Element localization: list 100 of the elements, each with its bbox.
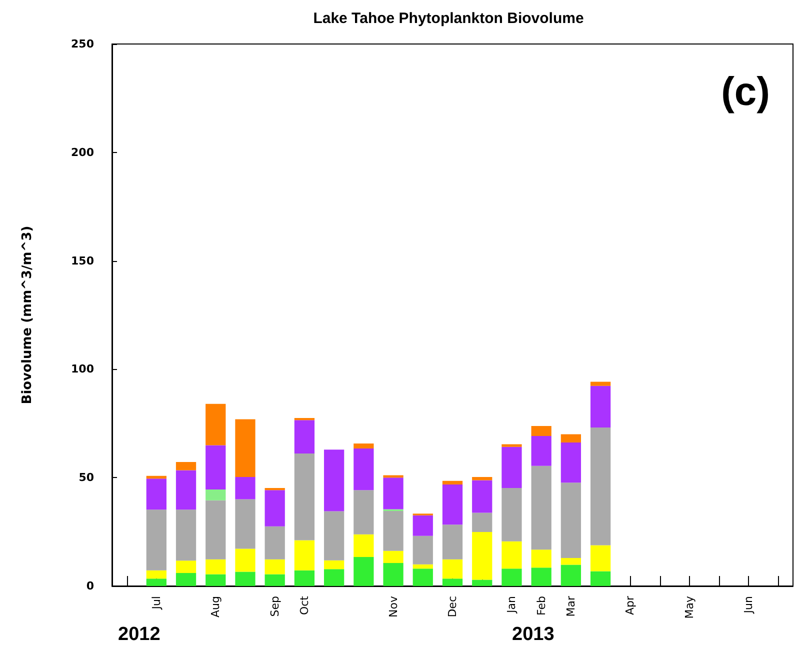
- y-tick-label: 200: [71, 146, 94, 159]
- x-tick-label: Aug: [209, 596, 222, 618]
- bar: [264, 526, 285, 560]
- bar: [442, 578, 463, 586]
- x-tick-label: Oct: [298, 595, 311, 616]
- bar: [531, 436, 552, 466]
- bar: [176, 470, 196, 510]
- x-tick-label: Jul: [150, 596, 163, 610]
- bar: [590, 571, 611, 586]
- bar: [590, 386, 611, 428]
- chart-title: Lake Tahoe Phytoplankton Biovolume: [313, 10, 584, 27]
- y-tick-label: 0: [86, 580, 94, 592]
- bar: [235, 476, 256, 500]
- bar: [560, 442, 581, 483]
- bar: [442, 524, 463, 560]
- bar: [294, 454, 315, 540]
- bar: [354, 556, 374, 586]
- bar: [531, 550, 552, 568]
- bar: [176, 572, 196, 586]
- bar: [235, 572, 256, 586]
- bar: [412, 564, 433, 569]
- bar: [412, 568, 433, 586]
- bar: [412, 515, 433, 536]
- bar: [206, 404, 226, 446]
- bar: [590, 428, 611, 546]
- y-tick-label: 250: [71, 38, 94, 50]
- bar: [176, 510, 196, 561]
- x-tick-label: Mar: [564, 596, 578, 617]
- bar: [383, 510, 404, 551]
- bar: [146, 510, 166, 570]
- bar: [235, 419, 256, 477]
- bar: [146, 570, 166, 579]
- bar: [176, 462, 196, 470]
- bar: [264, 490, 285, 526]
- text: 2012: [118, 624, 160, 645]
- bar: [472, 480, 492, 513]
- bar: [324, 511, 344, 560]
- x-tick-label: Nov: [386, 596, 400, 618]
- bar: [442, 480, 463, 485]
- bar: [531, 426, 552, 436]
- bar: [560, 482, 581, 558]
- bar: [354, 534, 374, 557]
- x-tick-label: May: [682, 596, 696, 619]
- bar: [206, 500, 226, 560]
- bar: [264, 559, 285, 574]
- annotation: (c): [721, 70, 770, 114]
- bar: [560, 558, 581, 565]
- bar: [412, 536, 433, 564]
- x-tick-label: Apr: [624, 596, 637, 616]
- x-tick-label: Sep: [268, 596, 282, 617]
- x-tick-label: Jun: [742, 596, 756, 614]
- bar: [354, 448, 374, 490]
- bar: [442, 559, 463, 579]
- bar: [383, 475, 404, 478]
- bar: [324, 450, 344, 512]
- bar: [235, 548, 256, 572]
- y-tick-label: 50: [78, 471, 94, 484]
- bar: [472, 512, 492, 532]
- bar: [472, 476, 492, 480]
- bar: [502, 568, 522, 586]
- bar: [264, 574, 285, 586]
- bar: [502, 488, 522, 542]
- bar: [531, 568, 552, 586]
- bar: [206, 574, 226, 586]
- bar: [531, 466, 552, 550]
- bar: [324, 560, 344, 570]
- x-tick-label: Dec: [446, 596, 459, 618]
- x-tick-label: Feb: [534, 596, 548, 616]
- bar: [206, 490, 226, 500]
- bar: [354, 444, 374, 449]
- bar: [146, 578, 166, 586]
- bar: [294, 570, 315, 586]
- y-tick-label: 150: [71, 254, 94, 268]
- bar: [560, 434, 581, 442]
- y-tick-label: 100: [71, 362, 94, 376]
- bar: [442, 484, 463, 525]
- bar: [383, 478, 404, 510]
- bar: [324, 569, 344, 586]
- bar: [472, 580, 492, 586]
- bar: [560, 564, 581, 586]
- bar: [146, 478, 166, 510]
- bar: [590, 545, 611, 572]
- text: 2013: [512, 624, 554, 645]
- bar: [354, 490, 374, 534]
- bar: [472, 532, 492, 580]
- bar: [383, 550, 404, 564]
- bar: [502, 541, 522, 569]
- bar: [590, 382, 611, 386]
- bar: [383, 563, 404, 586]
- bar: [502, 444, 522, 447]
- bar: [206, 559, 226, 574]
- bar: [502, 446, 522, 488]
- bar: [294, 540, 315, 570]
- bar: [206, 445, 226, 490]
- bar: [294, 420, 315, 454]
- bar: [294, 418, 315, 420]
- y-axis-title: Biovolume (mm^3/m^3): [20, 226, 35, 404]
- x-tick-label: Jan: [505, 596, 518, 614]
- bar: [235, 499, 256, 549]
- bar: [176, 560, 196, 573]
